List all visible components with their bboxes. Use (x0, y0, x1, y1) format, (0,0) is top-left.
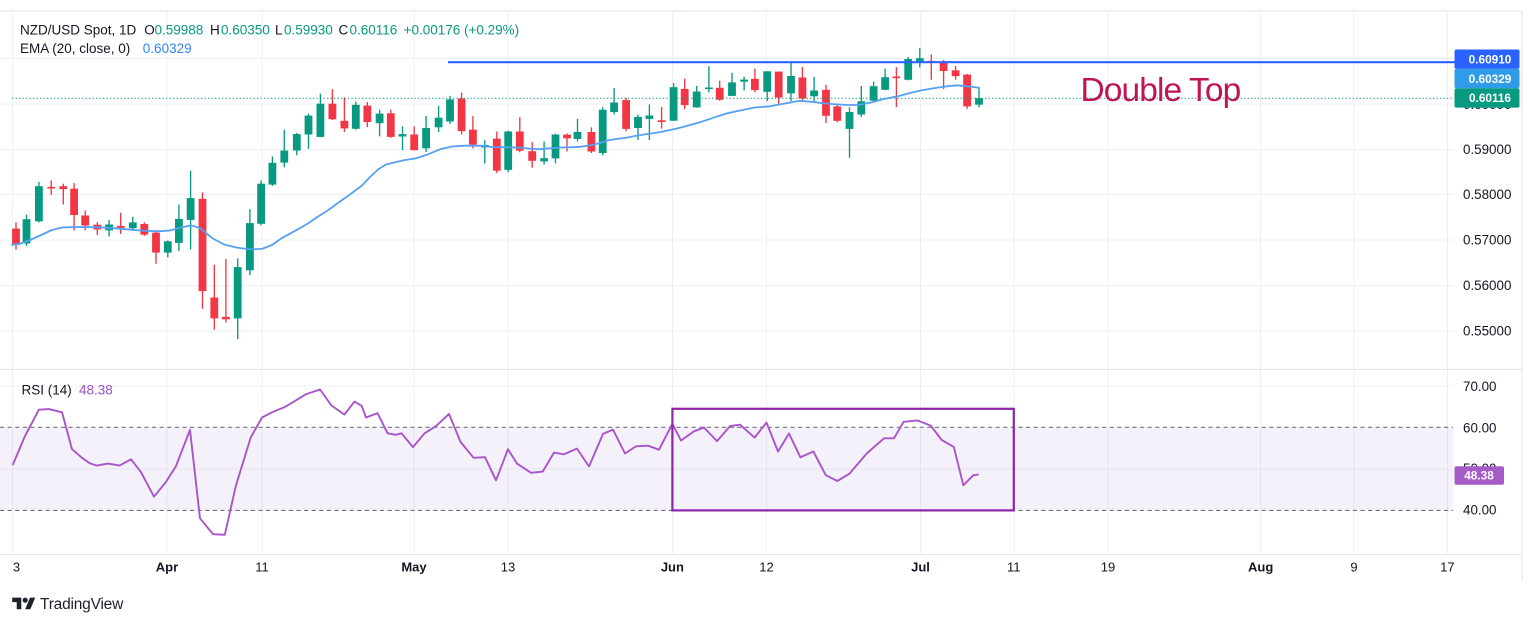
svg-text:0.58000: 0.58000 (1463, 187, 1511, 202)
svg-text:Jun: Jun (661, 560, 684, 575)
svg-text:0.59988: 0.59988 (155, 23, 204, 38)
svg-text:Double Top: Double Top (1081, 72, 1241, 109)
svg-text:NZD/USD Spot, 1D: NZD/USD Spot, 1D (20, 23, 137, 38)
svg-text:40.00: 40.00 (1463, 503, 1497, 518)
svg-text:RSI (14): RSI (14) (22, 383, 72, 398)
svg-text:May: May (401, 560, 427, 575)
svg-text:Apr: Apr (156, 560, 178, 575)
svg-text:60.00: 60.00 (1463, 420, 1497, 435)
svg-text:17: 17 (1440, 560, 1454, 575)
svg-text:0.59930: 0.59930 (284, 23, 333, 38)
svg-text:0.59000: 0.59000 (1463, 142, 1511, 157)
svg-text:11: 11 (255, 560, 269, 575)
svg-text:0.56000: 0.56000 (1463, 278, 1511, 293)
svg-text:0.60910: 0.60910 (1469, 53, 1512, 67)
svg-text:48.38: 48.38 (1464, 469, 1494, 483)
svg-text:Aug: Aug (1248, 560, 1273, 575)
svg-text:TradingView: TradingView (40, 596, 124, 613)
svg-text:L: L (275, 23, 283, 38)
svg-text:H: H (210, 23, 220, 38)
svg-text:3: 3 (13, 560, 20, 575)
svg-text:EMA (20, close, 0): EMA (20, close, 0) (20, 41, 130, 56)
svg-text:11: 11 (1007, 560, 1021, 575)
svg-text:0.55000: 0.55000 (1463, 324, 1511, 339)
svg-text:0.60116: 0.60116 (350, 23, 398, 38)
svg-text:0.60116: 0.60116 (1469, 91, 1511, 105)
svg-text:13: 13 (501, 560, 515, 575)
svg-text:C: C (339, 23, 349, 38)
svg-text:+0.00176 (+0.29%): +0.00176 (+0.29%) (404, 23, 520, 38)
svg-text:O: O (144, 23, 155, 38)
svg-text:70.00: 70.00 (1463, 379, 1497, 394)
svg-text:0.60350: 0.60350 (221, 23, 270, 38)
svg-text:12: 12 (759, 560, 773, 575)
svg-text:9: 9 (1350, 560, 1357, 575)
svg-text:19: 19 (1101, 560, 1115, 575)
svg-text:0.57000: 0.57000 (1463, 233, 1511, 248)
svg-text:0.60329: 0.60329 (1469, 72, 1512, 86)
svg-text:Jul: Jul (911, 560, 930, 575)
svg-text:48.38: 48.38 (79, 383, 113, 398)
svg-text:0.60329: 0.60329 (143, 41, 192, 56)
